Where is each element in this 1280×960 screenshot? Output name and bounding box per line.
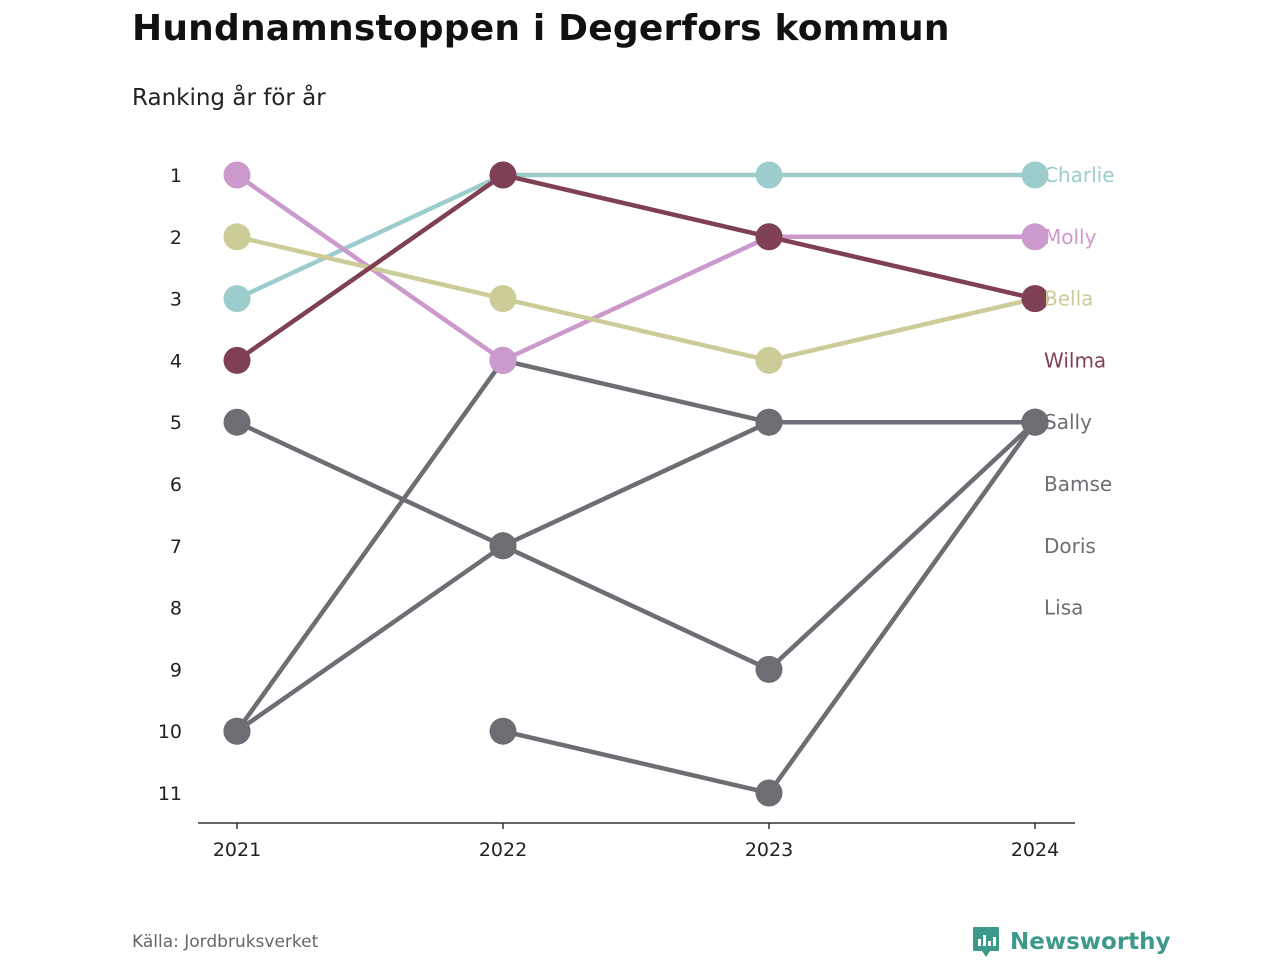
- data-point-doris: [755, 408, 783, 436]
- series-line-sally: [234, 419, 1038, 672]
- end-label-lisa: Lisa: [1044, 596, 1083, 620]
- data-point-doris: [223, 717, 251, 745]
- brand-logo[interactable]: Newsworthy: [972, 924, 1171, 960]
- series-line-doris: [234, 419, 1038, 734]
- series-line-bamse: [234, 358, 1038, 734]
- data-point-charlie: [755, 161, 783, 189]
- data-point-molly: [1021, 223, 1049, 251]
- y-tick-label: 4: [170, 350, 182, 372]
- y-tick-label: 2: [170, 227, 182, 249]
- page-title: Hundnamnstoppen i Degerfors kommun: [132, 8, 950, 49]
- data-point-wilma: [1021, 285, 1049, 313]
- y-tick-label: 9: [170, 659, 182, 681]
- data-point-lisa: [489, 717, 517, 745]
- source-note: Källa: Jordbruksverket: [132, 932, 319, 952]
- y-tick-label: 7: [170, 536, 182, 558]
- x-tick-label: 2024: [1011, 839, 1059, 861]
- y-tick-label: 11: [158, 783, 182, 805]
- data-point-doris: [489, 532, 517, 560]
- y-tick-label: 6: [170, 474, 182, 496]
- data-point-lisa: [1021, 408, 1049, 436]
- end-label-molly: Molly: [1044, 225, 1097, 249]
- series-line-charlie: [234, 172, 1038, 301]
- y-tick-label: 8: [170, 598, 182, 620]
- y-tick-label: 1: [170, 165, 182, 187]
- x-tick-label: 2023: [745, 839, 793, 861]
- series-line-wilma: [234, 172, 1038, 363]
- end-label-doris: Doris: [1044, 534, 1096, 558]
- data-point-bella: [755, 346, 783, 374]
- end-label-charlie: Charlie: [1044, 163, 1115, 187]
- data-point-molly: [489, 346, 517, 374]
- end-label-wilma: Wilma: [1044, 348, 1106, 372]
- data-point-lisa: [755, 779, 783, 807]
- brand-name: Newsworthy: [1010, 929, 1171, 955]
- end-label-bamse: Bamse: [1044, 472, 1112, 496]
- data-point-bella: [223, 223, 251, 251]
- bar-chart-speech-bubble-icon: [973, 927, 999, 957]
- data-point-molly: [223, 161, 251, 189]
- end-label-bella: Bella: [1044, 287, 1093, 311]
- data-point-sally: [223, 408, 251, 436]
- end-label-sally: Sally: [1044, 410, 1092, 434]
- y-tick-label: 10: [158, 721, 182, 743]
- series-line-lisa: [500, 419, 1038, 796]
- data-point-wilma: [223, 346, 251, 374]
- y-tick-label: 3: [170, 289, 182, 311]
- y-tick-label: 5: [170, 412, 182, 434]
- data-point-wilma: [755, 223, 783, 251]
- data-point-sally: [755, 655, 783, 683]
- series-line-molly: [234, 172, 1038, 363]
- chart-subtitle: Ranking år för år: [132, 85, 326, 111]
- data-point-bella: [489, 285, 517, 313]
- x-tick-label: 2022: [479, 839, 527, 861]
- data-point-wilma: [489, 161, 517, 189]
- data-point-charlie: [1021, 161, 1049, 189]
- data-point-charlie: [223, 285, 251, 313]
- x-tick-label: 2021: [213, 839, 261, 861]
